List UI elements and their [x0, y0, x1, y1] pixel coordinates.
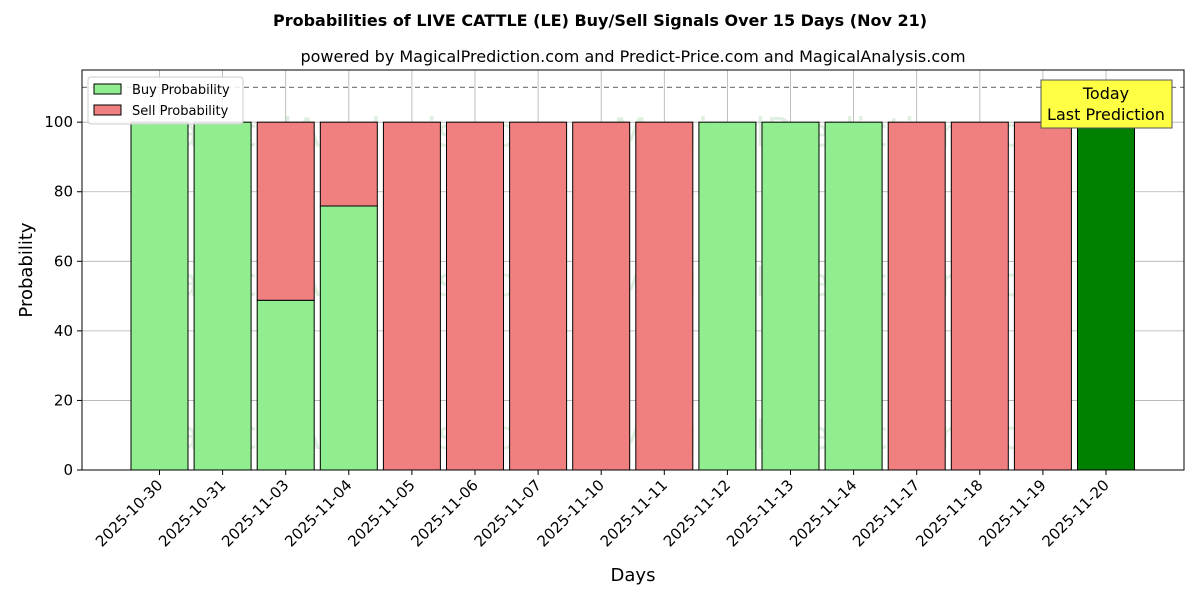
x-axis: 2025-10-302025-10-312025-11-032025-11-04… [92, 470, 1113, 550]
y-axis-label: Probability [16, 222, 37, 317]
bar-buy-2025-11-13 [761, 121, 820, 471]
y-tick-label: 60 [54, 252, 73, 270]
x-tick-label: 2025-11-20 [1038, 476, 1112, 550]
bar-sell-2025-11-04 [319, 121, 378, 207]
x-tick-label: 2025-11-12 [660, 476, 734, 550]
bar-sell-2025-11-05 [382, 121, 441, 471]
y-tick-label: 40 [54, 322, 73, 340]
x-tick-label: 2025-11-03 [218, 476, 292, 550]
today-annotation-line-2: Last Prediction [1047, 105, 1165, 124]
x-tick-label: 2025-11-14 [786, 476, 860, 550]
x-tick-label: 2025-11-18 [912, 476, 986, 550]
bar-buy-2025-11-20 [1077, 121, 1135, 471]
y-tick-label: 0 [63, 461, 73, 479]
bar-buy-2025-11-03 [256, 299, 315, 471]
chart-title: Probabilities of LIVE CATTLE (LE) Buy/Se… [273, 11, 927, 30]
legend-swatch-buy [93, 83, 122, 95]
chart-subtitle: powered by MagicalPrediction.com and Pre… [300, 47, 965, 66]
bar-sell-2025-11-18 [950, 121, 1009, 471]
bar-sell-2025-11-07 [509, 121, 568, 471]
bar-sell-2025-11-19 [1013, 121, 1072, 471]
x-tick-label: 2025-11-10 [534, 476, 608, 550]
y-tick-label: 80 [54, 183, 73, 201]
bar-buy-2025-10-31 [193, 121, 252, 471]
bar-buy-2025-11-12 [698, 121, 757, 471]
today-annotation-line-1: Today [1082, 84, 1129, 103]
x-tick-label: 2025-11-07 [471, 476, 545, 550]
bar-sell-2025-11-17 [887, 121, 946, 471]
y-tick-label: 100 [44, 113, 73, 131]
x-tick-label: 2025-11-11 [597, 476, 671, 550]
x-tick-label: 2025-10-31 [155, 476, 229, 550]
y-tick-label: 20 [54, 391, 73, 409]
legend-label-sell: Sell Probability [132, 104, 229, 119]
bars [130, 121, 1135, 471]
legend-box [87, 76, 244, 125]
bar-sell-2025-11-10 [572, 121, 631, 471]
legend-label-buy: Buy Probability [132, 83, 230, 98]
today-annotation-box [1040, 79, 1173, 129]
x-tick-label: 2025-11-19 [975, 476, 1049, 550]
legend: Buy Probability Sell Probability [87, 76, 244, 125]
bar-sell-2025-11-11 [635, 121, 694, 471]
bar-sell-2025-11-06 [446, 121, 504, 471]
x-tick-label: 2025-11-06 [407, 476, 481, 550]
bar-buy-2025-11-14 [824, 121, 883, 471]
legend-swatch-sell [93, 104, 122, 116]
x-tick-label: 2025-11-13 [723, 476, 797, 550]
bar-buy-2025-11-04 [319, 205, 378, 471]
bar-buy-2025-10-30 [130, 121, 189, 471]
plot-frame [81, 69, 1185, 471]
x-tick-label: 2025-11-17 [849, 476, 923, 550]
bar-sell-2025-11-03 [256, 121, 315, 301]
x-tick-label: 2025-11-04 [281, 476, 355, 550]
x-tick-label: 2025-10-30 [92, 476, 166, 550]
y-axis: 0 20 40 60 80 100 [44, 113, 82, 479]
today-annotation: Today Last Prediction [1040, 79, 1173, 129]
x-tick-label: 2025-11-05 [344, 476, 418, 550]
x-axis-label: Days [611, 565, 656, 586]
